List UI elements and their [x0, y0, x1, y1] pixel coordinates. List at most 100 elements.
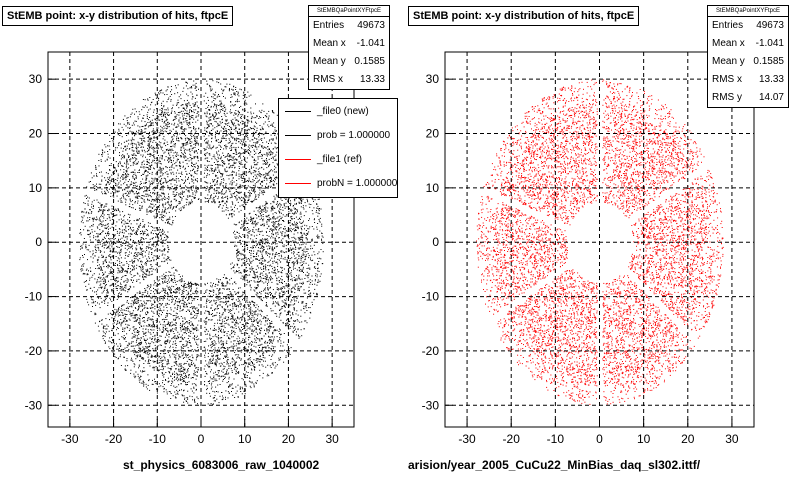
data-point	[284, 287, 286, 289]
data-point	[142, 154, 144, 156]
data-point	[163, 276, 165, 278]
data-point	[254, 304, 256, 306]
data-point	[223, 155, 225, 156]
data-point	[271, 355, 273, 357]
data-point	[215, 314, 217, 316]
data-point	[148, 244, 150, 246]
data-point	[93, 286, 95, 288]
data-point	[143, 367, 145, 369]
data-point	[175, 117, 177, 119]
data-point	[101, 269, 103, 271]
data-point	[214, 185, 216, 186]
data-point	[233, 210, 235, 212]
data-point	[306, 198, 308, 200]
data-point	[305, 211, 307, 213]
data-point	[270, 359, 272, 360]
data-point	[254, 326, 256, 328]
data-point	[217, 322, 218, 324]
data-point	[224, 106, 226, 108]
data-point	[182, 320, 184, 322]
data-point	[255, 382, 257, 384]
data-point	[151, 307, 153, 309]
data-point	[152, 257, 154, 259]
data-point	[181, 199, 183, 201]
data-point	[181, 375, 183, 377]
data-point	[141, 195, 143, 196]
data-point	[138, 192, 140, 194]
data-point	[278, 222, 280, 224]
data-point	[275, 158, 277, 160]
data-point	[221, 337, 223, 339]
data-point	[136, 281, 138, 282]
data-point	[168, 158, 169, 160]
data-point	[154, 92, 156, 94]
data-point	[144, 255, 146, 257]
data-point	[124, 229, 126, 231]
data-point	[175, 284, 177, 286]
data-point	[181, 190, 183, 192]
data-point	[175, 345, 177, 346]
data-point	[93, 301, 95, 303]
data-point	[175, 372, 177, 374]
data-point	[117, 313, 119, 315]
data-point	[291, 212, 293, 214]
data-point	[231, 358, 233, 360]
data-point	[159, 308, 161, 310]
data-point	[224, 308, 226, 310]
data-point	[218, 378, 220, 380]
data-point	[118, 143, 120, 145]
data-point	[194, 190, 196, 192]
data-point	[211, 319, 213, 321]
data-point	[197, 165, 199, 167]
data-point	[110, 299, 111, 301]
data-point	[96, 296, 98, 298]
data-point	[245, 264, 247, 266]
data-point	[166, 236, 168, 237]
data-point	[227, 319, 229, 320]
data-point	[176, 361, 178, 362]
data-point	[297, 226, 299, 228]
data-point	[105, 276, 107, 278]
data-point	[82, 269, 84, 271]
data-point	[120, 287, 122, 289]
data-point	[210, 185, 212, 187]
data-point	[234, 244, 236, 246]
data-point	[168, 325, 170, 327]
data-point	[222, 173, 224, 175]
data-point	[160, 250, 162, 252]
data-point	[132, 227, 134, 228]
data-point	[254, 312, 256, 314]
data-point	[170, 369, 172, 371]
data-point	[259, 332, 260, 334]
data-point	[126, 160, 128, 162]
data-point	[273, 302, 275, 304]
data-point	[314, 199, 316, 201]
data-point	[181, 294, 183, 295]
data-point	[145, 170, 147, 172]
data-point	[106, 190, 108, 192]
data-point	[152, 159, 154, 161]
data-point	[171, 179, 173, 181]
data-point	[228, 175, 230, 177]
data-point	[187, 291, 189, 293]
data-point	[253, 271, 255, 273]
data-point	[175, 317, 177, 319]
data-point	[242, 291, 244, 293]
data-point	[231, 298, 233, 300]
data-point	[188, 189, 190, 191]
data-point	[204, 312, 206, 314]
data-point	[209, 338, 211, 340]
data-point	[133, 330, 135, 332]
data-point	[290, 216, 292, 218]
data-point	[183, 284, 185, 286]
data-point	[125, 280, 127, 282]
data-point	[158, 386, 160, 388]
data-point	[148, 125, 150, 127]
data-point	[235, 162, 237, 164]
data-point	[152, 336, 154, 338]
data-point	[262, 191, 264, 193]
data-point	[275, 232, 277, 234]
data-point	[208, 174, 210, 176]
data-point	[102, 261, 104, 263]
data-point	[181, 290, 183, 292]
